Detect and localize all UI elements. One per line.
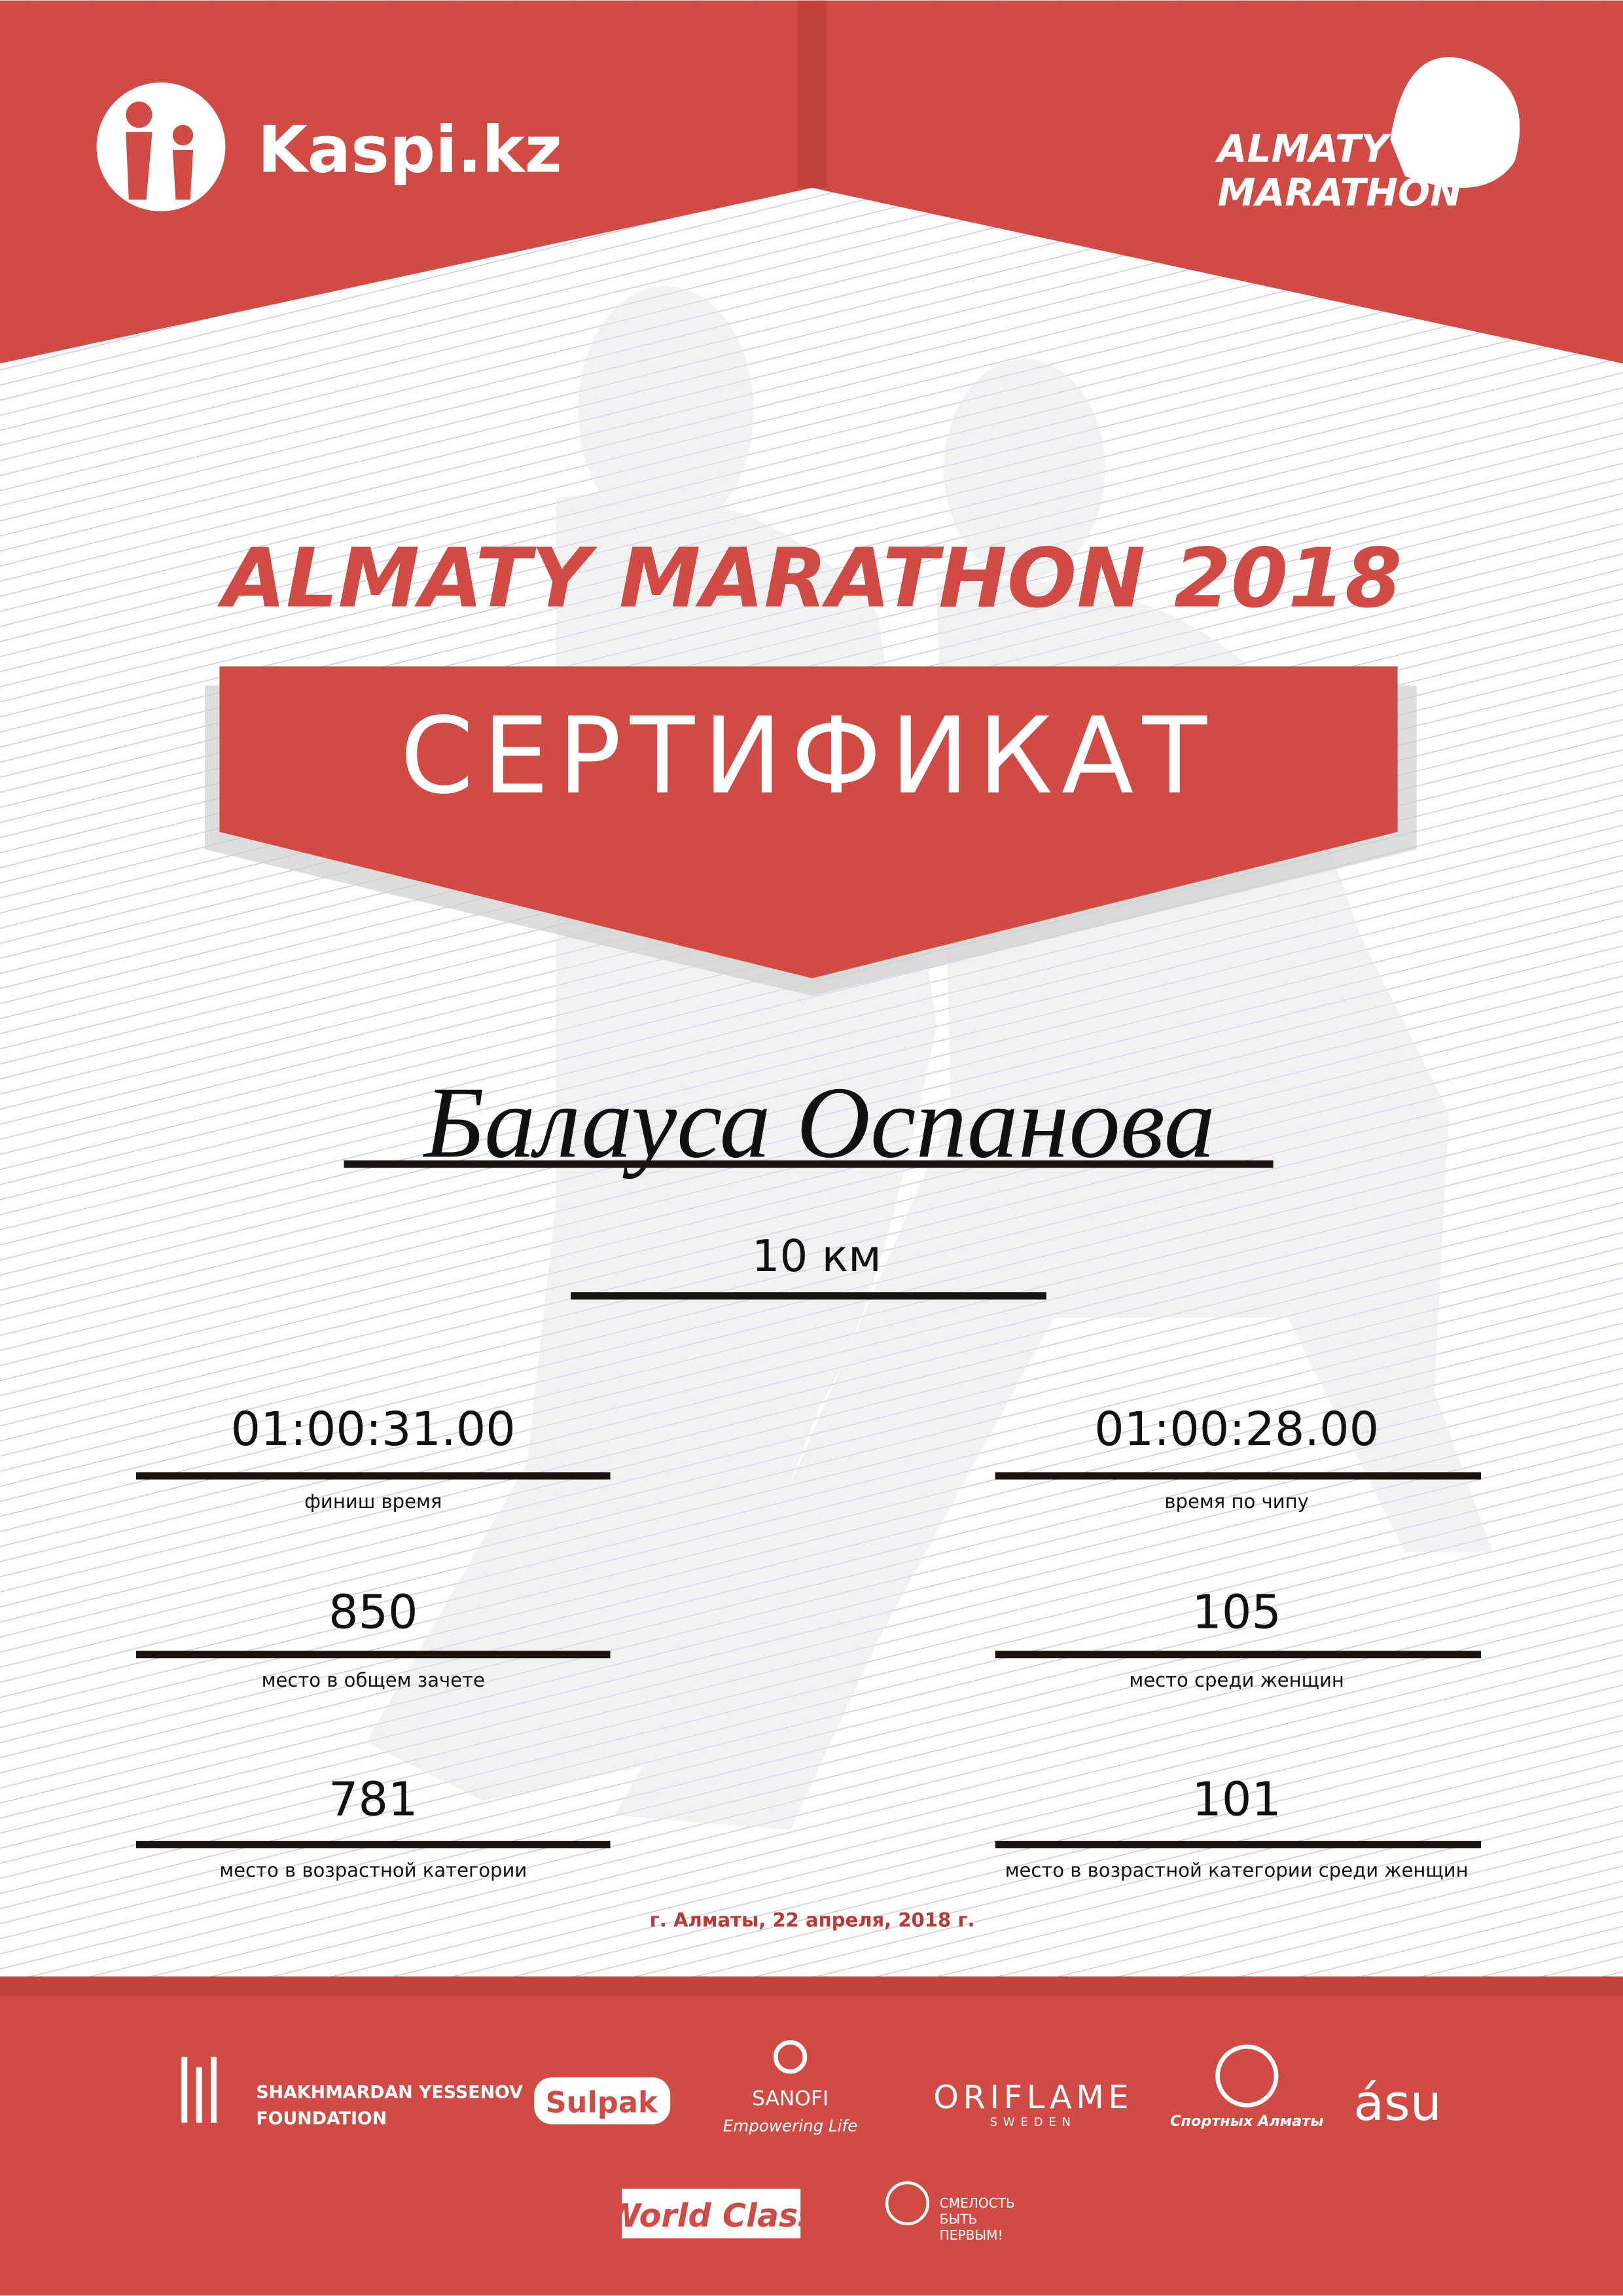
sponsor-world-class: World Class xyxy=(605,2197,817,2234)
result-value: 105 xyxy=(1192,1585,1281,1639)
sponsor-sanofi: Empowering Life xyxy=(723,2117,858,2136)
results: 01:00:31.00 финиш время 01:00:28.00 время п… xyxy=(135,1402,1482,1882)
result-label: финиш время xyxy=(304,1490,442,1513)
sponsor-asu: ásu xyxy=(1353,2073,1441,2132)
kaspi-logo: Kaspi.kz xyxy=(258,113,562,187)
sponsor-fund: БЫТЬ xyxy=(940,2212,978,2227)
place-date: г. Алматы, 22 апреля, 2018 г. xyxy=(650,1909,975,1931)
result-label: время по чипу xyxy=(1164,1490,1308,1513)
sponsor-fund: СМЕЛОСТЬ xyxy=(940,2195,1015,2211)
sponsor-sanofi: SANOFI xyxy=(752,2087,829,2111)
banner-text: СЕРТИФИКАТ xyxy=(400,695,1215,817)
title: ALMATY MARATHON 2018 xyxy=(217,531,1402,626)
header-fold xyxy=(797,0,827,188)
footer-band xyxy=(0,1976,1623,2296)
sponsor-oriflame: ORIFLAME xyxy=(933,2078,1133,2116)
result-value: 781 xyxy=(329,1772,418,1827)
sponsor-logos: SHAKHMARDAN YESSENOV FOUNDATION Sulpak S… xyxy=(181,2039,1442,2243)
kaspi-icon xyxy=(96,82,226,211)
participant-name: Балауса Оспанова xyxy=(423,1066,1215,1179)
footer-edge xyxy=(0,1976,1623,1998)
sponsor-yessenov: FOUNDATION xyxy=(256,2109,387,2129)
result-value: 850 xyxy=(329,1585,418,1639)
distance: 10 км xyxy=(752,1230,882,1282)
result-label: место в возрастной категории среди женщи… xyxy=(1005,1859,1469,1882)
result-label: место в возрастной категории xyxy=(219,1859,527,1882)
banner xyxy=(219,666,1398,978)
result-value: 01:00:31.00 xyxy=(231,1402,516,1456)
sponsor-sport-almaty: Спортных Алматы xyxy=(1170,2113,1323,2130)
result-value: 101 xyxy=(1192,1772,1281,1827)
event-logo: MARATHON xyxy=(1218,170,1462,215)
sponsor-sulpak: Sulpak xyxy=(545,2085,658,2120)
result-label: место среди женщин xyxy=(1129,1669,1344,1691)
marathon-icon xyxy=(1390,57,1520,188)
event-logo: ALMATY xyxy=(1215,126,1393,171)
result-label: место в общем зачете xyxy=(262,1669,485,1691)
sponsor-oriflame: SWEDEN xyxy=(990,2115,1077,2129)
result-value: 01:00:28.00 xyxy=(1094,1402,1379,1456)
sponsor-fund: ПЕРВЫМ! xyxy=(940,2227,1003,2243)
sponsor-yessenov: SHAKHMARDAN YESSENOV xyxy=(256,2082,523,2102)
